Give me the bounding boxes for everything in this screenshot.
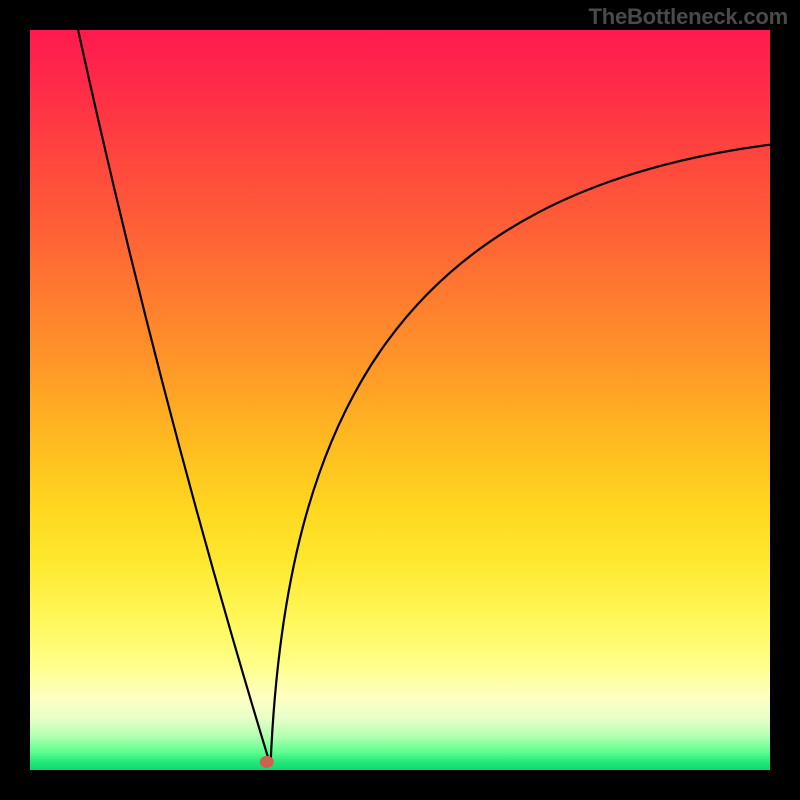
watermark-text: TheBottleneck.com [588, 4, 788, 30]
chart-container: TheBottleneck.com [0, 0, 800, 800]
plot-background [30, 30, 770, 770]
optimum-marker [260, 756, 274, 768]
bottleneck-chart [0, 0, 800, 800]
